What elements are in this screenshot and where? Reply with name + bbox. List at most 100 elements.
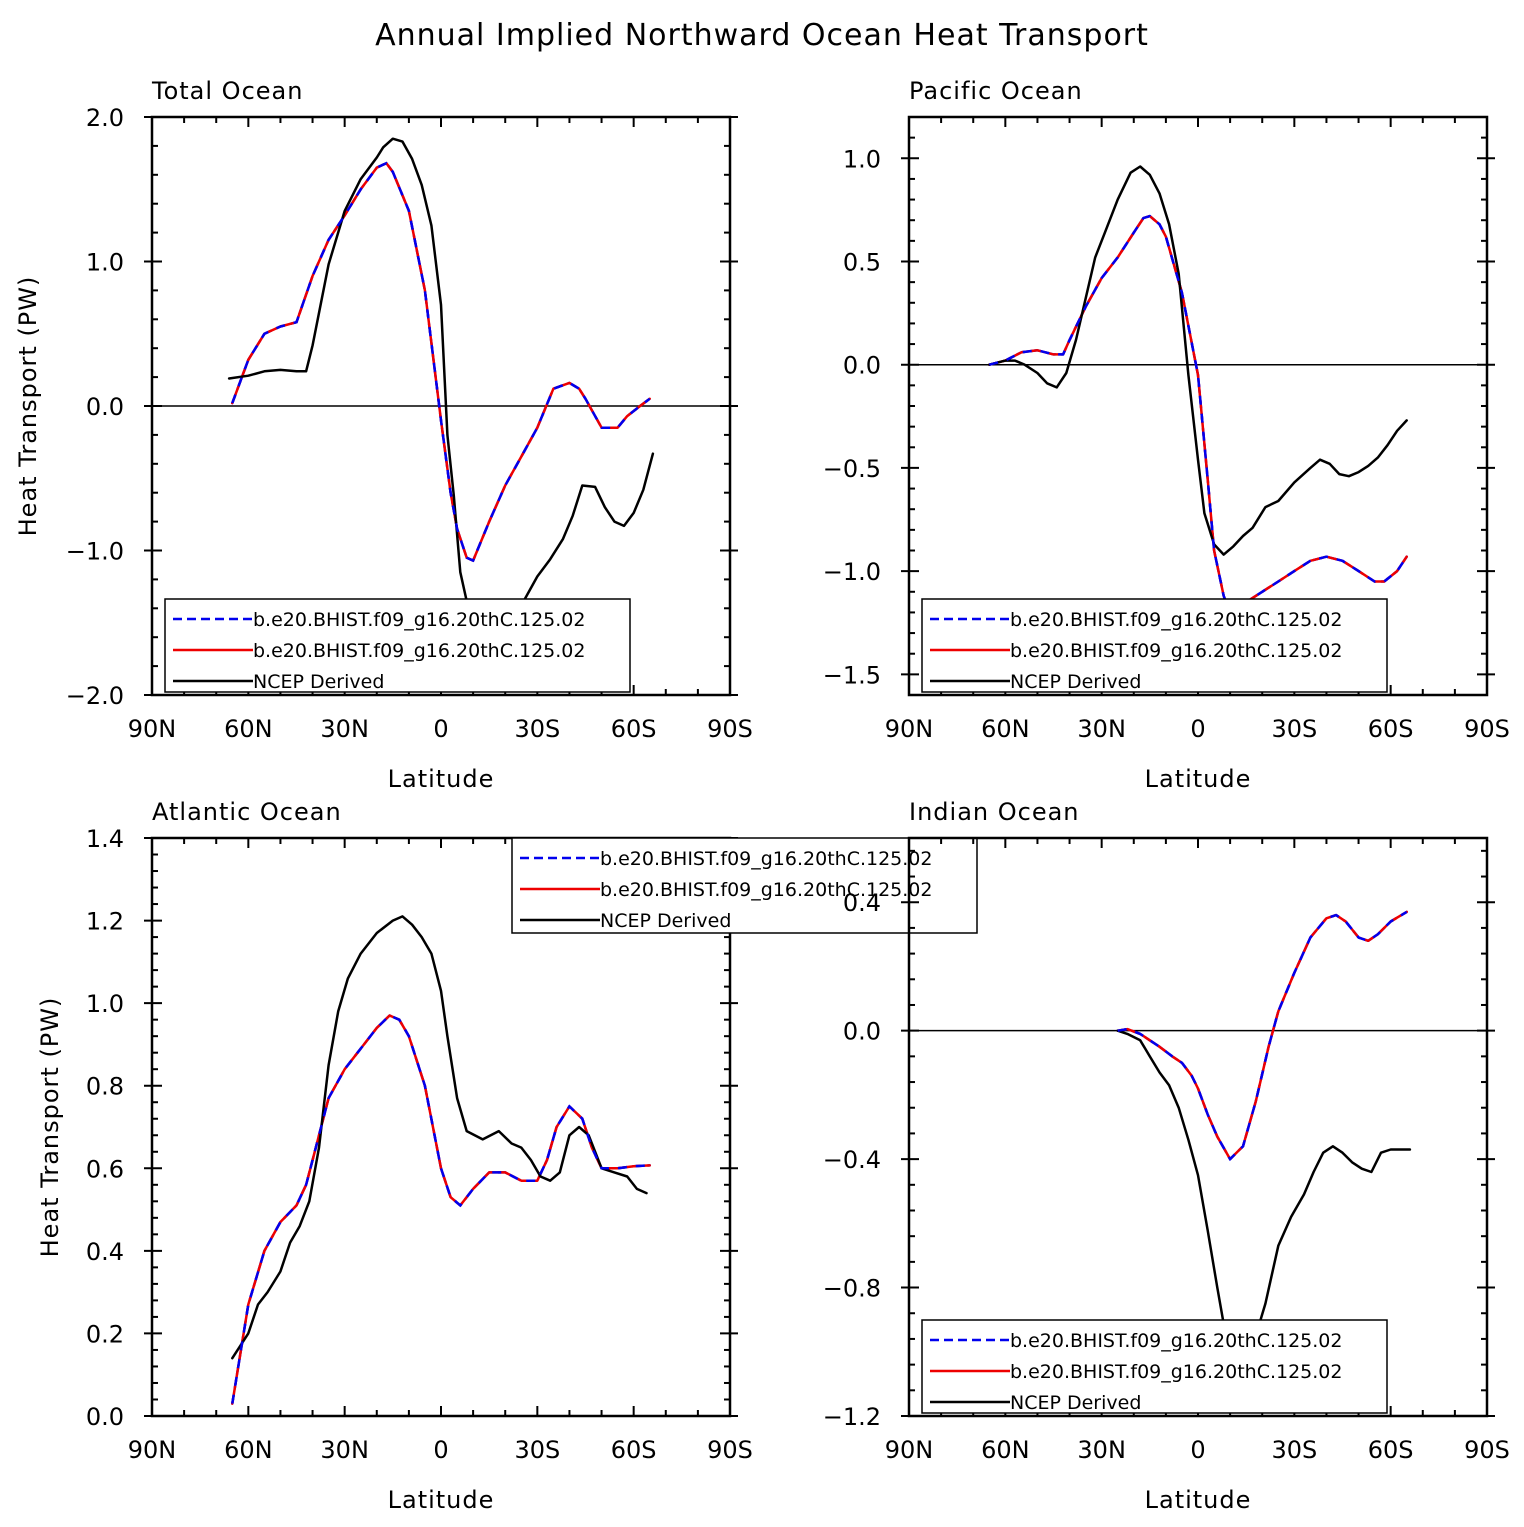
legend-box [511, 837, 978, 934]
y-tick-label: −0.4 [823, 1146, 881, 1174]
series-line-3 [231, 915, 648, 1360]
x-tick-label: 60S [611, 1436, 657, 1464]
series-line-overlay [231, 161, 651, 563]
series-line-2 [988, 214, 1408, 614]
legend-label: b.e20.BHIST.f09_g16.20thC.125.02 [253, 640, 585, 662]
legend-box [164, 598, 631, 693]
series-line-3 [988, 165, 1408, 556]
plot-frame [907, 115, 1489, 697]
panel-title: Total Ocean [151, 77, 303, 105]
x-tick-label: 90N [885, 715, 934, 743]
series-line-3 [1116, 1029, 1412, 1370]
x-tick-label: 30N [1077, 1436, 1126, 1464]
panel-title: Indian Ocean [909, 798, 1080, 826]
y-tick-label: −1.5 [823, 661, 881, 689]
series-line-1 [231, 1014, 651, 1405]
x-tick-label: 90N [885, 1436, 934, 1464]
x-tick-label: 60N [981, 1436, 1030, 1464]
y-tick-label: 0.0 [86, 1403, 124, 1431]
x-tick-label: 30N [320, 1436, 369, 1464]
legend-label: b.e20.BHIST.f09_g16.20thC.125.02 [253, 609, 585, 631]
x-tick-label: 30N [1077, 715, 1126, 743]
y-tick-label: 2.0 [86, 104, 124, 132]
legend-label: b.e20.BHIST.f09_g16.20thC.125.02 [600, 879, 932, 901]
y-tick-label: −1.2 [823, 1403, 881, 1431]
y-tick-label: −0.8 [823, 1275, 881, 1303]
x-tick-label: 60S [1368, 715, 1414, 743]
series-line-overlay [988, 214, 1408, 615]
panel-1: 90N 60N 30N 0 30S 60S 90S −2.0 −1.0 0.0 1.0 2.0 Tota… [14, 77, 753, 793]
series-line-1 [1116, 910, 1408, 1161]
series-line-1 [988, 214, 1408, 614]
y-tick-label: 0.4 [86, 1238, 124, 1266]
plot-frame [150, 836, 732, 1418]
x-tick-label: 30S [1271, 715, 1317, 743]
y-tick-label: 1.0 [86, 249, 124, 277]
y-tick-label: −0.5 [823, 455, 881, 483]
y-tick-label: 0.0 [86, 393, 124, 421]
x-tick-label: 90S [707, 715, 753, 743]
x-tick-label: 0 [1190, 1436, 1205, 1464]
y-tick-label: 1.0 [86, 990, 124, 1018]
x-tick-label: 90S [1464, 1436, 1510, 1464]
y-tick-label: 0.5 [843, 249, 881, 277]
panel-title: Pacific Ocean [909, 77, 1083, 105]
panel-4: 90N 60N 30N 0 30S 60S 90S −1.2 −0.8 −0.4 0.0 0.4 Ind… [823, 798, 1510, 1514]
legend-label: b.e20.BHIST.f09_g16.20thC.125.02 [1010, 609, 1342, 631]
y-tick-label: −1.0 [66, 538, 124, 566]
x-tick-label: 0 [433, 715, 448, 743]
y-tick-label: 0.2 [86, 1320, 124, 1348]
y-tick-label: 0.0 [843, 1018, 881, 1046]
x-tick-label: 60N [224, 715, 273, 743]
series-line-1 [231, 161, 651, 562]
panel-title: Atlantic Ocean [152, 798, 342, 826]
panel-3: 90N 60N 30N 0 30S 60S 90S 0.0 0.2 0.4 0.6 0.8 1.0 1.2… [36, 798, 978, 1514]
x-axis-label: Latitude [1145, 1486, 1252, 1514]
y-axis-label: Heat Transport (PW) [14, 276, 42, 537]
x-tick-label: 30N [320, 715, 369, 743]
x-tick-label: 0 [433, 1436, 448, 1464]
plot-frame [150, 115, 732, 697]
series-line-overlay [1117, 910, 1408, 1162]
series-line-2 [1116, 910, 1408, 1161]
legend-label: NCEP Derived [1010, 1392, 1141, 1414]
y-axis-label: Heat Transport (PW) [36, 997, 64, 1258]
x-tick-label: 30S [514, 1436, 560, 1464]
x-tick-label: 90S [707, 1436, 753, 1464]
panels: 90N 60N 30N 0 30S 60S 90S −2.0 −1.0 0.0 1.0 2.0 Tota… [14, 77, 1510, 1514]
legend-label: b.e20.BHIST.f09_g16.20thC.125.02 [1010, 1361, 1342, 1383]
x-tick-label: 60N [224, 1436, 273, 1464]
legend-label: NCEP Derived [253, 671, 384, 693]
x-axis-label: Latitude [388, 765, 495, 793]
x-tick-label: 30S [1271, 1436, 1317, 1464]
x-tick-label: 60N [981, 715, 1030, 743]
legend-box [921, 598, 1388, 693]
y-tick-label: 0.6 [86, 1155, 124, 1183]
series-line-2 [231, 1014, 651, 1405]
legend-label: b.e20.BHIST.f09_g16.20thC.125.02 [600, 848, 932, 870]
series-line-overlay [231, 1014, 650, 1404]
legend: b.e20.BHIST.f09_g16.20thC.125.02 b.e20.BH… [921, 598, 1388, 693]
x-axis-label: Latitude [388, 1486, 495, 1514]
legend: b.e20.BHIST.f09_g16.20thC.125.02 b.e20.BH… [921, 1319, 1388, 1414]
legend-label: b.e20.BHIST.f09_g16.20thC.125.02 [1010, 640, 1342, 662]
x-axis-label: Latitude [1145, 765, 1252, 793]
x-tick-label: 90S [1464, 715, 1510, 743]
y-tick-label: 1.2 [86, 908, 124, 936]
y-tick-label: 0.0 [843, 352, 881, 380]
legend-label: NCEP Derived [1010, 671, 1141, 693]
series-line-2 [231, 161, 651, 562]
figure-title: Annual Implied Northward Ocean Heat Tran… [375, 18, 1149, 53]
x-tick-label: 90N [128, 715, 177, 743]
x-tick-label: 60S [1368, 1436, 1414, 1464]
series-line-3 [227, 137, 655, 649]
x-tick-label: 30S [514, 715, 560, 743]
x-tick-label: 90N [128, 1436, 177, 1464]
y-tick-label: 0.8 [86, 1073, 124, 1101]
y-tick-label: −1.0 [823, 558, 881, 586]
legend: b.e20.BHIST.f09_g16.20thC.125.02 b.e20.BH… [164, 598, 631, 693]
plot-frame [907, 836, 1489, 1418]
y-tick-label: −2.0 [66, 682, 124, 710]
legend-label: b.e20.BHIST.f09_g16.20thC.125.02 [1010, 1330, 1342, 1352]
